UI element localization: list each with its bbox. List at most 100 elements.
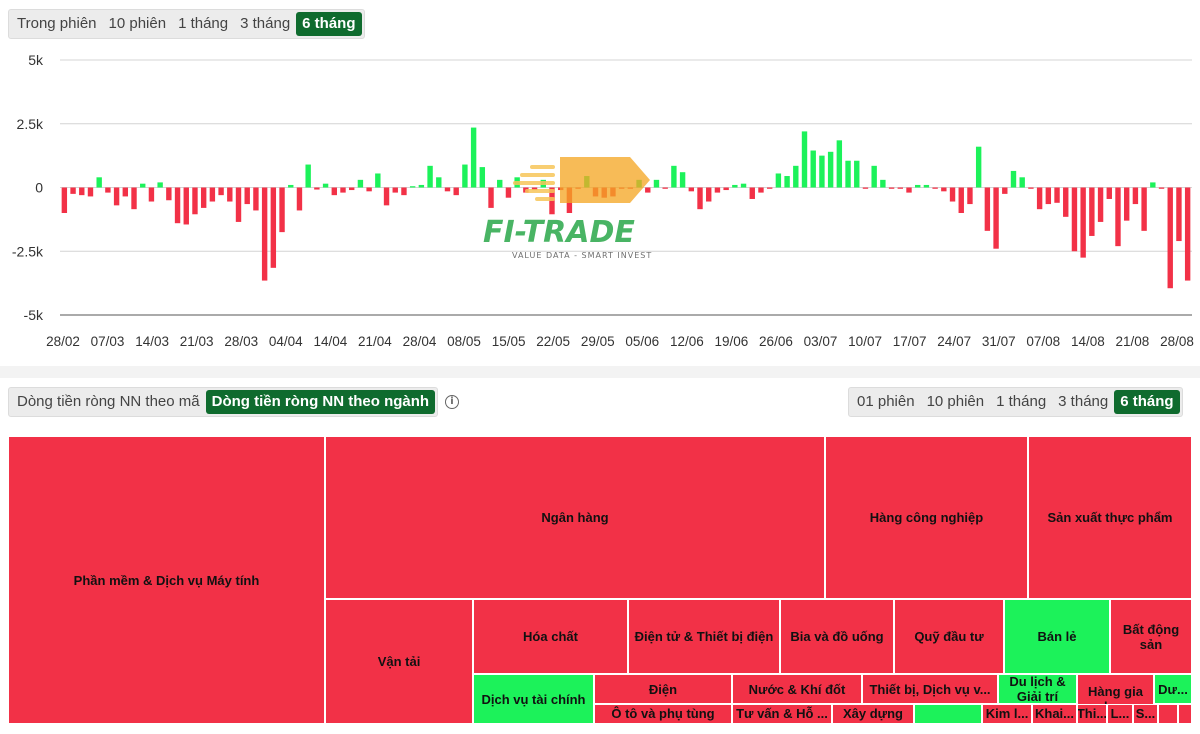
bar [645, 187, 651, 193]
treemap-cell[interactable]: Thi... [1077, 704, 1107, 724]
bar [1002, 187, 1008, 194]
bar [157, 182, 163, 188]
treemap-cell[interactable]: Quỹ đầu tư [894, 599, 1004, 674]
tab-treemap-period-4[interactable]: 6 tháng [1114, 390, 1180, 414]
bar [793, 165, 799, 188]
treemap-cell-label: Hàng công nghiệp [869, 510, 984, 525]
treemap-cell[interactable]: Ô tô và phụ tùng [594, 704, 732, 724]
tab-flow-mode-0[interactable]: Dòng tiền ròng NN theo mã [17, 393, 200, 410]
treemap-cell[interactable]: Bất động sản [1110, 599, 1192, 674]
treemap-cell-label: L... [1110, 706, 1130, 721]
treemap-cell-label: Thi... [1077, 706, 1107, 721]
bar [688, 187, 695, 192]
bar [1150, 182, 1156, 188]
treemap-cell[interactable]: Khai... [1032, 704, 1077, 724]
treemap-cell[interactable]: Hóa chất [473, 599, 628, 674]
treemap-cell[interactable] [1178, 704, 1192, 724]
bar [854, 160, 860, 188]
treemap-cell[interactable]: Ngân hàng [325, 436, 825, 599]
bar [366, 187, 372, 192]
bar [61, 187, 68, 213]
bar [801, 131, 808, 188]
bar [819, 155, 825, 188]
bar [941, 187, 947, 192]
info-icon[interactable]: i [445, 395, 459, 409]
tab-treemap-period-3[interactable]: 3 tháng [1058, 393, 1109, 410]
bar [105, 187, 111, 193]
bar [331, 187, 337, 196]
treemap-cell[interactable] [914, 704, 982, 724]
treemap-cell-label: Thiết bị, Dịch vụ v... [869, 681, 991, 697]
bar [758, 187, 764, 193]
treemap-cell[interactable]: Dịch vụ tài chính [473, 674, 594, 724]
bar [401, 187, 407, 196]
treemap-cell[interactable]: Phần mềm & Dịch vụ Máy tính [8, 436, 325, 724]
x-tick-label: 24/07 [937, 334, 971, 349]
bar [662, 187, 668, 189]
treemap-cell[interactable]: Hàng công nghiệp [825, 436, 1028, 599]
bar [1097, 187, 1104, 222]
x-tick-label: 31/07 [982, 334, 1016, 349]
treemap-cell[interactable]: Du lịch & Giải trí [998, 674, 1077, 704]
bar [113, 187, 120, 206]
bar [862, 187, 869, 189]
tab-chart-period-2[interactable]: 1 tháng [178, 15, 229, 32]
x-tick-label: 10/07 [848, 334, 882, 349]
bar [314, 187, 320, 190]
treemap-cell[interactable]: S... [1133, 704, 1158, 724]
treemap-cell[interactable]: Điện tử & Thiết bị điện [628, 599, 780, 674]
bar [1071, 187, 1078, 252]
bar [679, 172, 686, 188]
x-tick-label: 03/07 [804, 334, 838, 349]
bar [1184, 187, 1191, 281]
treemap-cell[interactable]: Sản xuất thực phẩm [1028, 436, 1192, 599]
tab-flow-mode-1[interactable]: Dòng tiền ròng NN theo ngành [205, 390, 436, 414]
treemap-cell[interactable]: Bia và đồ uống [780, 599, 894, 674]
treemap-cell[interactable]: Thiết bị, Dịch vụ v... [862, 674, 998, 704]
logo-text: FI-TRADE [483, 215, 635, 250]
bar [775, 173, 782, 188]
tab-treemap-period-2[interactable]: 1 tháng [996, 393, 1047, 410]
flow-mode-tabs: Dòng tiền ròng NN theo mã Dòng tiền ròng … [8, 387, 439, 417]
x-tick-label: 28/04 [403, 334, 437, 349]
y-tick-label: 0 [35, 180, 43, 196]
treemap-cell[interactable]: Vận tải [325, 599, 473, 724]
x-tick-label: 26/06 [759, 334, 793, 349]
treemap-cell[interactable]: Nước & Khí đốt [732, 674, 862, 704]
bar [96, 177, 102, 188]
treemap-cell[interactable]: Dư... [1154, 674, 1192, 704]
treemap-cell[interactable]: Bán lẻ [1004, 599, 1110, 674]
chart-period-tabs: Trong phiên 10 phiên 1 tháng 3 tháng 6 tháng [8, 9, 365, 39]
bar [453, 187, 459, 196]
bar [1010, 170, 1017, 188]
tab-treemap-period-1[interactable]: 10 phiên [926, 393, 985, 410]
treemap-cell-label: Ô tô và phụ tùng [611, 706, 715, 721]
x-tick-label: 07/03 [91, 334, 125, 349]
treemap-cell[interactable]: Điện [594, 674, 732, 704]
y-axis-labels: 5k 2.5k 0 -2.5k -5k [12, 52, 44, 323]
tab-chart-period-4[interactable]: 6 tháng [296, 12, 362, 36]
tab-chart-period-0[interactable]: Trong phiên [17, 15, 97, 32]
treemap-cell[interactable]: L... [1107, 704, 1133, 724]
treemap-cell-label: Vận tải [377, 654, 421, 669]
x-tick-label: 04/04 [269, 334, 303, 349]
bar [497, 179, 503, 188]
tab-chart-period-3[interactable]: 3 tháng [240, 15, 291, 32]
bar [131, 187, 137, 210]
treemap-cell[interactable]: Xây dựng v... [832, 704, 914, 724]
bar [706, 187, 712, 202]
bar [880, 179, 886, 188]
tab-chart-period-1[interactable]: 10 phiên [108, 15, 167, 32]
bar [253, 187, 259, 211]
bar [436, 177, 442, 188]
bar [444, 187, 451, 192]
tab-treemap-period-0[interactable]: 01 phiên [857, 393, 915, 410]
treemap-cell[interactable] [1158, 704, 1178, 724]
bar [993, 187, 999, 249]
bar [949, 187, 956, 202]
treemap-cell-label: Dịch vụ tài chính [481, 691, 586, 707]
bar [671, 165, 677, 188]
bar [697, 187, 703, 210]
treemap-cell[interactable]: Kim l... [982, 704, 1032, 724]
treemap-cell[interactable]: Tư vấn & Hỗ ... [732, 704, 832, 724]
